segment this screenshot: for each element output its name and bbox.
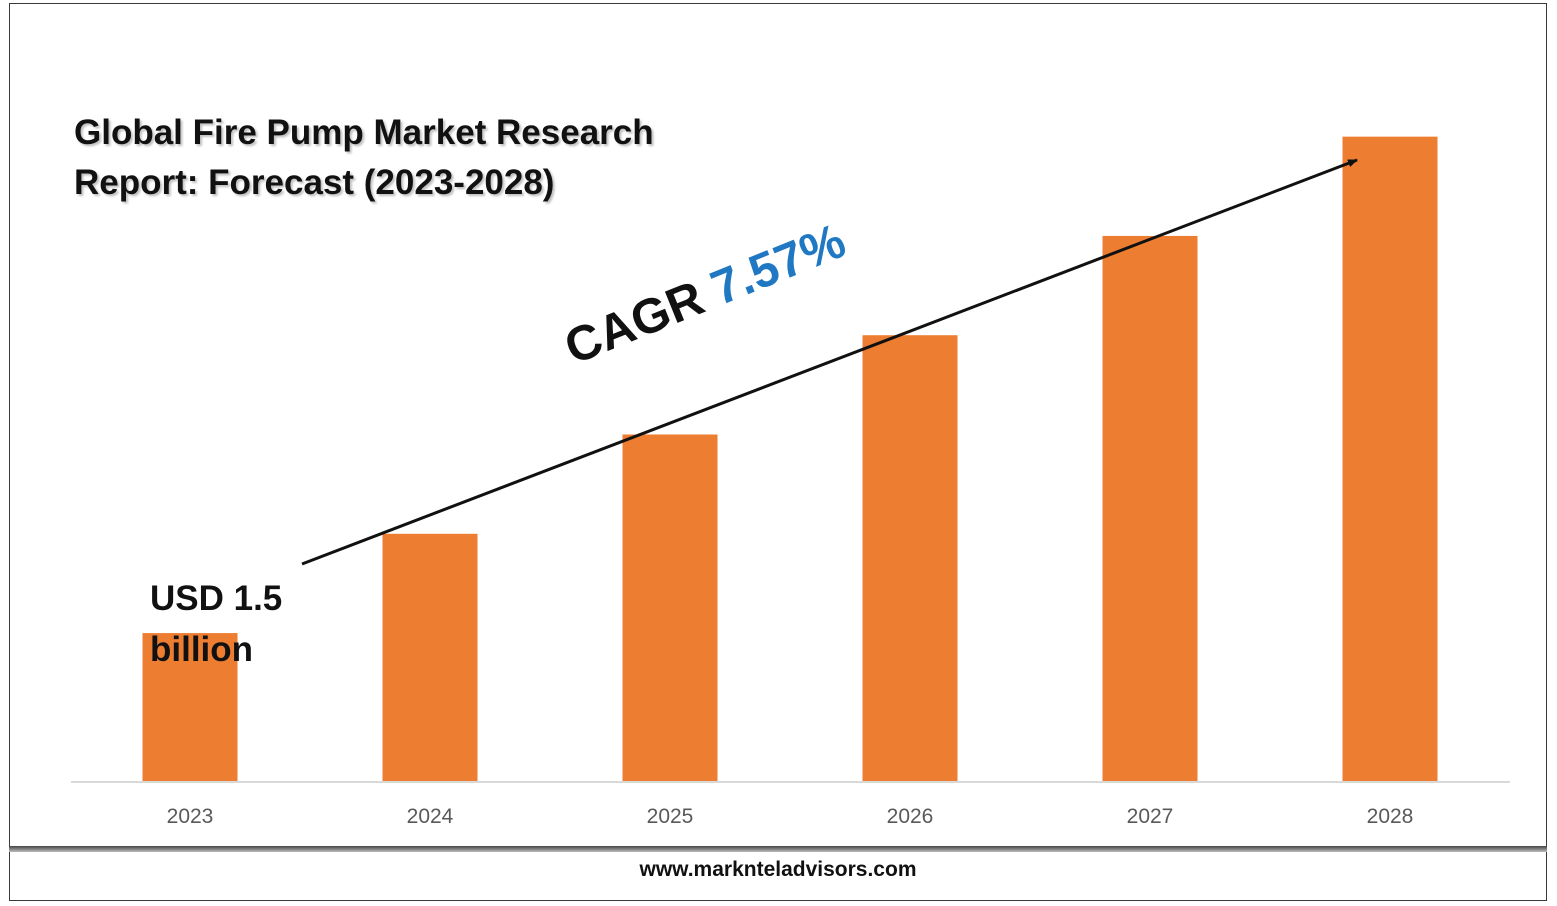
- bar-2025: [622, 434, 718, 782]
- footer-website-link[interactable]: www.marknteladvisors.com: [639, 858, 917, 881]
- bar-series: [142, 136, 1438, 783]
- chart-title-line2: Report: Forecast (2023-2028): [74, 163, 555, 202]
- x-tick-label-2027: 2027: [1127, 805, 1174, 828]
- start-value-line2: billion: [150, 630, 254, 669]
- x-tick-label-2024: 2024: [407, 805, 454, 828]
- x-tick-label-2025: 2025: [647, 805, 694, 828]
- bar-2028: [1342, 136, 1438, 783]
- start-value-line1: USD 1.5: [150, 579, 283, 618]
- bar-2027: [1102, 235, 1198, 782]
- bar-2023: [142, 633, 238, 782]
- x-tick-label-2023: 2023: [167, 805, 214, 828]
- footer-divider: [9, 846, 1547, 852]
- chart-frame: [9, 3, 1547, 901]
- chart-title-line1: Global Fire Pump Market Research: [74, 113, 654, 152]
- start-value-annotation: USD 1.5 billion: [150, 573, 350, 675]
- bar-2026: [862, 335, 958, 782]
- bar-2024: [382, 533, 478, 782]
- chart-title: Global Fire Pump Market Research Report:…: [74, 108, 754, 208]
- x-tick-label-2028: 2028: [1367, 805, 1414, 828]
- x-axis-tick-labels: 2023 2024 2025 2026 2027 2028: [167, 805, 1414, 828]
- growth-trend-arrow: [301, 158, 1358, 566]
- x-tick-label-2026: 2026: [887, 805, 934, 828]
